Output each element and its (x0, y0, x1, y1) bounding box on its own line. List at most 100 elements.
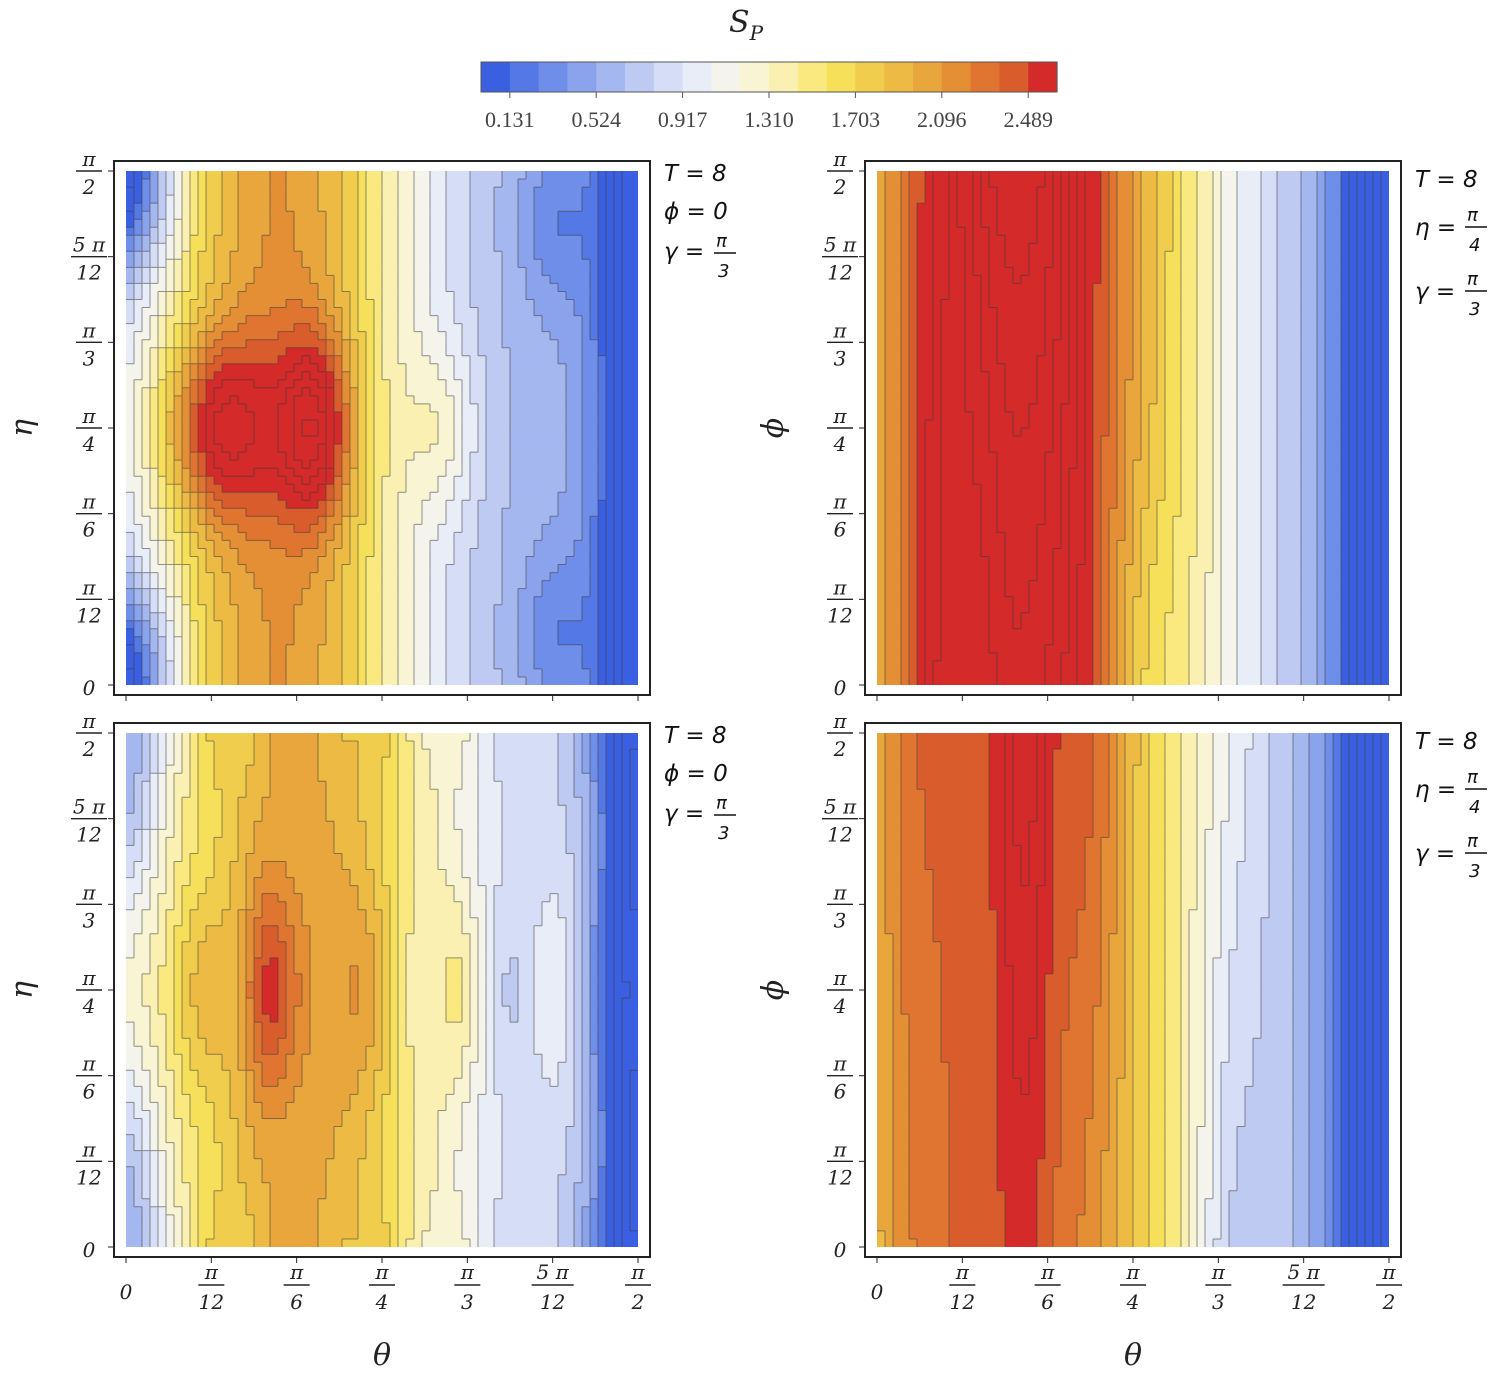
heatmap-cell (1213, 195, 1222, 204)
heatmap-cell (582, 444, 591, 453)
heatmap-cell (190, 476, 199, 485)
heatmap-cell (885, 219, 894, 228)
heatmap-cell (310, 251, 319, 260)
heatmap-cell (302, 460, 311, 469)
heatmap-cell (1261, 227, 1270, 236)
heatmap-cell (166, 179, 175, 188)
heatmap-cell (518, 612, 527, 622)
heatmap-cell (318, 596, 327, 606)
heatmap-cell (278, 444, 287, 453)
heatmap-cell (326, 668, 335, 678)
heatmap-cell (502, 436, 511, 445)
heatmap-cell (1005, 187, 1014, 196)
heatmap-cell (1189, 187, 1198, 196)
heatmap-cell (518, 644, 527, 654)
heatmap-cell (590, 524, 599, 534)
heatmap-cell (550, 580, 559, 590)
heatmap-cell (278, 171, 287, 180)
heatmap-cell (414, 323, 423, 333)
heatmap-cell (510, 668, 519, 678)
heatmap-cell (174, 540, 183, 550)
heatmap-cell (478, 171, 487, 180)
heatmap-cell (893, 171, 902, 180)
heatmap-cell (1357, 187, 1366, 196)
heatmap-cell (446, 211, 455, 220)
heatmap-cell (278, 588, 287, 598)
heatmap-cell (246, 628, 255, 638)
heatmap-cell (398, 612, 407, 622)
heatmap-cell (462, 460, 471, 469)
heatmap-cell (446, 596, 455, 606)
heatmap-cell (973, 235, 982, 244)
heatmap-cell (1157, 171, 1166, 180)
heatmap-cell (238, 428, 247, 437)
heatmap-cell (1293, 203, 1302, 212)
heatmap-cell (486, 644, 495, 654)
heatmap-cell (590, 171, 599, 180)
heatmap-cell (566, 572, 575, 582)
y-axis-label: η (5, 419, 40, 437)
heatmap-cell (158, 363, 167, 373)
heatmap-cell (150, 564, 159, 574)
heatmap-cell (1365, 243, 1374, 252)
heatmap-cell (366, 411, 375, 421)
heatmap-cell (262, 564, 271, 574)
heatmap-cell (1037, 187, 1046, 196)
heatmap-cell (1093, 195, 1102, 204)
heatmap-cell (342, 179, 351, 188)
heatmap-cell (614, 179, 623, 188)
heatmap-cell (957, 251, 966, 260)
heatmap-cell (198, 171, 207, 180)
heatmap-cell (462, 371, 471, 381)
heatmap-cell (318, 203, 327, 212)
heatmap-cell (582, 476, 591, 485)
heatmap-cell (1109, 251, 1118, 260)
heatmap-cell (286, 524, 295, 534)
heatmap-cell (1125, 219, 1134, 228)
heatmap-cell (478, 355, 487, 365)
heatmap-cell (566, 564, 575, 574)
heatmap-cell (302, 411, 311, 421)
heatmap-cell (1021, 235, 1030, 244)
heatmap-cell (286, 235, 295, 244)
heatmap-cell (150, 219, 159, 228)
heatmap-cell (1061, 251, 1070, 260)
heatmap-cell (406, 243, 415, 252)
heatmap-cell (294, 548, 303, 558)
heatmap-cell (382, 251, 391, 260)
heatmap-cell (518, 540, 527, 550)
heatmap-cell (1181, 195, 1190, 204)
heatmap-cell (582, 339, 591, 349)
heatmap-cell (1117, 171, 1126, 180)
heatmap-cell (126, 315, 135, 325)
heatmap-cell (622, 508, 631, 517)
heatmap-cell (630, 668, 638, 678)
heatmap-cell (398, 580, 407, 590)
heatmap-cell (534, 395, 543, 405)
heatmap-cell (893, 267, 902, 277)
heatmap-cell (310, 275, 319, 285)
heatmap-cell (150, 524, 159, 534)
heatmap-cell (542, 500, 551, 509)
heatmap-cell (246, 355, 255, 365)
heatmap-cell (310, 660, 319, 670)
heatmap-cell (438, 484, 447, 493)
heatmap-cell (414, 371, 423, 381)
heatmap-cell (925, 211, 934, 220)
heatmap-cell (382, 468, 391, 477)
heatmap-cell (1301, 235, 1310, 244)
heatmap-cell (326, 588, 335, 598)
heatmap-cell (302, 283, 311, 293)
heatmap-cell (206, 275, 215, 285)
heatmap-cell (470, 604, 479, 614)
heatmap-cell (406, 636, 415, 646)
heatmap-cell (901, 211, 910, 220)
heatmap-cell (630, 564, 638, 574)
heatmap-cell (486, 299, 495, 309)
heatmap-cell (989, 211, 998, 220)
heatmap-cell (414, 195, 423, 204)
heatmap-cell (566, 187, 575, 196)
heatmap-cell (126, 524, 135, 534)
heatmap-cell (1117, 187, 1126, 196)
heatmap-cell (1221, 243, 1230, 252)
